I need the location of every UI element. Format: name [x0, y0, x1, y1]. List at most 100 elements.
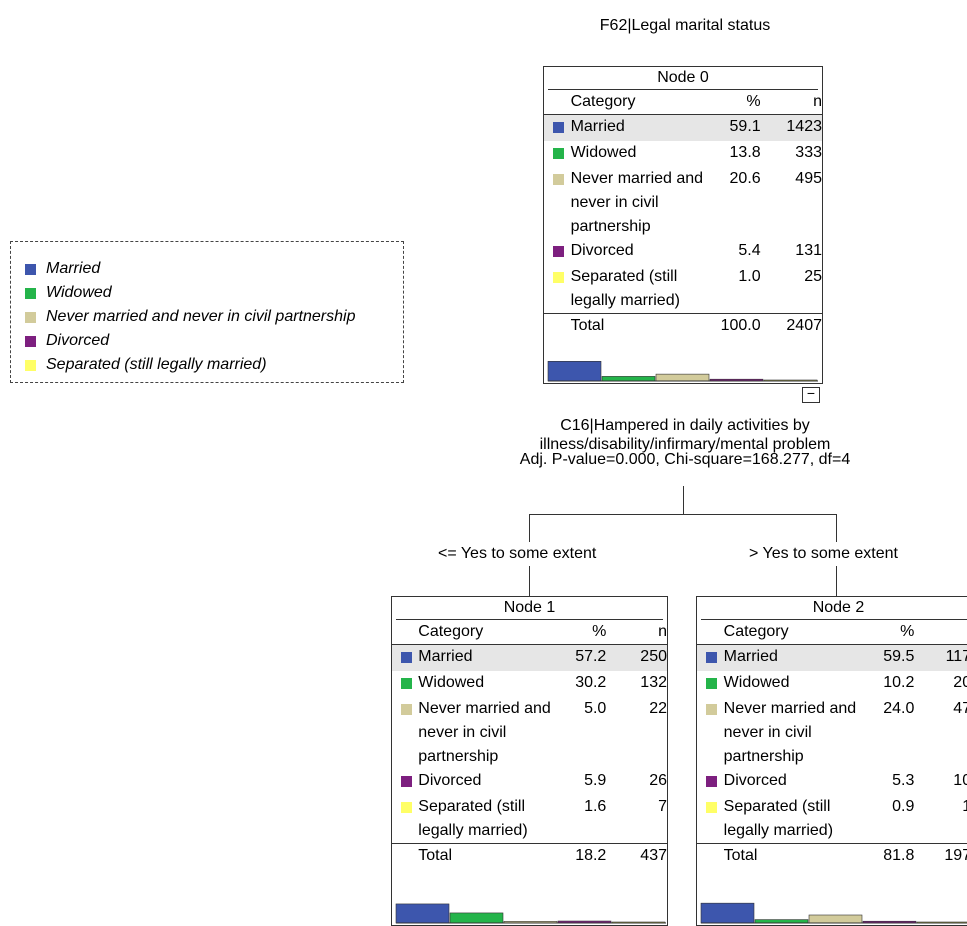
row-n: 333 [795, 144, 822, 161]
tree-node-2[interactable]: Node 2Category%nMarried59.51173Widowed10… [696, 596, 967, 926]
swatch-never-married [25, 311, 36, 323]
node-table: Category% n Married 59.1 1423 Widowed 13.8 333 N… [544, 90, 822, 338]
split-variable: C16|Hampered in daily activities by [560, 417, 810, 434]
category-swatch [401, 678, 412, 689]
total-spacer [544, 313, 571, 338]
node-table: Category% n Married 57.2 250 Widowed 30.2 132 Ne… [392, 620, 667, 868]
total-n: 2407 [760, 313, 822, 338]
row-swatch-cell [697, 697, 724, 769]
connector-line [529, 514, 530, 542]
row-swatch-cell [544, 141, 571, 167]
row-swatch-cell [392, 671, 418, 697]
row-category: Married [723, 644, 864, 671]
row-category: Married [418, 644, 556, 671]
collapse-toggle[interactable]: − [802, 386, 820, 403]
header-category: Category [418, 620, 556, 645]
row-pct: 59.1 [709, 114, 761, 141]
row-swatch-cell [697, 644, 724, 671]
table-row: Separated (still legally married) 1.6 7 [392, 795, 667, 844]
branch-label-left: <= Yes to some extent [438, 545, 597, 562]
table-header: Category%n [392, 620, 667, 645]
header-pct: % [555, 620, 607, 645]
table-row: Married 57.2 250 [392, 644, 667, 671]
category-swatch [401, 776, 412, 787]
table-total-row: Total 100.0 2407 [544, 313, 822, 338]
row-n: 250 [606, 644, 667, 671]
row-pct: 5.3 [892, 772, 915, 789]
swatch-widowed [25, 287, 36, 299]
header-n: n [914, 620, 967, 645]
category-swatch [401, 802, 412, 813]
tree-title: F62|Legal marital status [599, 17, 771, 34]
row-n: 1173 [914, 644, 967, 671]
total-label: Total [570, 313, 710, 338]
total-spacer [392, 843, 419, 868]
row-category: Divorced [723, 772, 787, 789]
row-n: 25 [804, 268, 822, 285]
category-swatch [706, 776, 717, 787]
row-n: 131 [795, 242, 822, 259]
row-n: 473 [953, 700, 967, 717]
tree-node-0[interactable]: Node 0 Category% n Married 59.1 1423 Widowed 13… [543, 66, 823, 384]
row-category: Never married and never in civil partner… [723, 700, 857, 765]
bar-0 [700, 902, 755, 924]
row-category: Widowed [723, 674, 790, 691]
split-statistics: Adj. P-value=0.000, Chi-square=168.277, … [519, 451, 851, 468]
row-category: Widowed [418, 674, 485, 691]
node-title: Node 2 [701, 597, 967, 620]
header-spacer [392, 620, 419, 645]
connector-line [529, 566, 530, 596]
tree-node-1[interactable]: Node 1 Category% n Married 57.2 250 Widowed 30.… [391, 596, 668, 926]
row-pct: 0.9 [892, 798, 915, 815]
row-swatch-cell [544, 265, 571, 314]
row-pct: 24.0 [883, 700, 915, 717]
row-swatch-cell [697, 795, 724, 844]
row-pct: 1.6 [584, 798, 607, 815]
header-category: Category [723, 620, 864, 645]
node-bar-chart [395, 903, 666, 924]
category-swatch [553, 174, 564, 185]
legend-label: Widowed [46, 284, 112, 301]
row-swatch-cell [392, 795, 418, 844]
header-spacer [544, 90, 571, 115]
row-swatch-cell [544, 167, 571, 239]
header-pct: % [709, 90, 761, 115]
connector-line [836, 514, 837, 542]
row-category: Divorced [570, 242, 634, 259]
category-swatch [553, 246, 564, 257]
row-category: Separated (still legally married) [723, 798, 834, 839]
legend-item-married: Married [25, 257, 403, 281]
swatch-married [25, 263, 36, 275]
table-row: Married 59.1 1423 [544, 114, 822, 141]
legend-item-separated: Separated (still legally married) [25, 353, 403, 377]
row-category: Never married and never in civil partner… [570, 170, 704, 235]
split-variable-cont: illness/disability/infirmary/mental prob… [539, 436, 831, 453]
row-pct: 30.2 [575, 674, 607, 691]
row-pct: 5.0 [584, 700, 607, 717]
total-spacer [697, 843, 724, 868]
category-swatch [401, 652, 412, 663]
row-swatch-cell [544, 239, 571, 265]
legend-item-never-married: Never married and never in civil partner… [25, 305, 403, 329]
branch-label-right: > Yes to some extent [749, 545, 898, 562]
table-header: Category%n [697, 620, 967, 645]
row-n: 26 [649, 772, 667, 789]
row-pct: 13.8 [729, 144, 761, 161]
row-n: 22 [649, 700, 667, 717]
table-row: Never married and never in civil partner… [392, 697, 667, 769]
node-bar-chart [547, 360, 818, 382]
row-category: Widowed [570, 144, 637, 161]
table-row: Widowed 10.2 201 [697, 671, 967, 697]
total-n: 1970 [914, 843, 967, 868]
row-pct: 5.9 [584, 772, 607, 789]
legend-label: Separated (still legally married) [46, 356, 267, 373]
row-swatch-cell [392, 697, 418, 769]
row-pct: 5.4 [738, 242, 761, 259]
row-category: Married [570, 114, 710, 141]
node-title: Node 0 [548, 67, 818, 90]
table-row: Widowed 13.8 333 [544, 141, 822, 167]
table-row: Separated (still legally married) 1.0 25 [544, 265, 822, 314]
